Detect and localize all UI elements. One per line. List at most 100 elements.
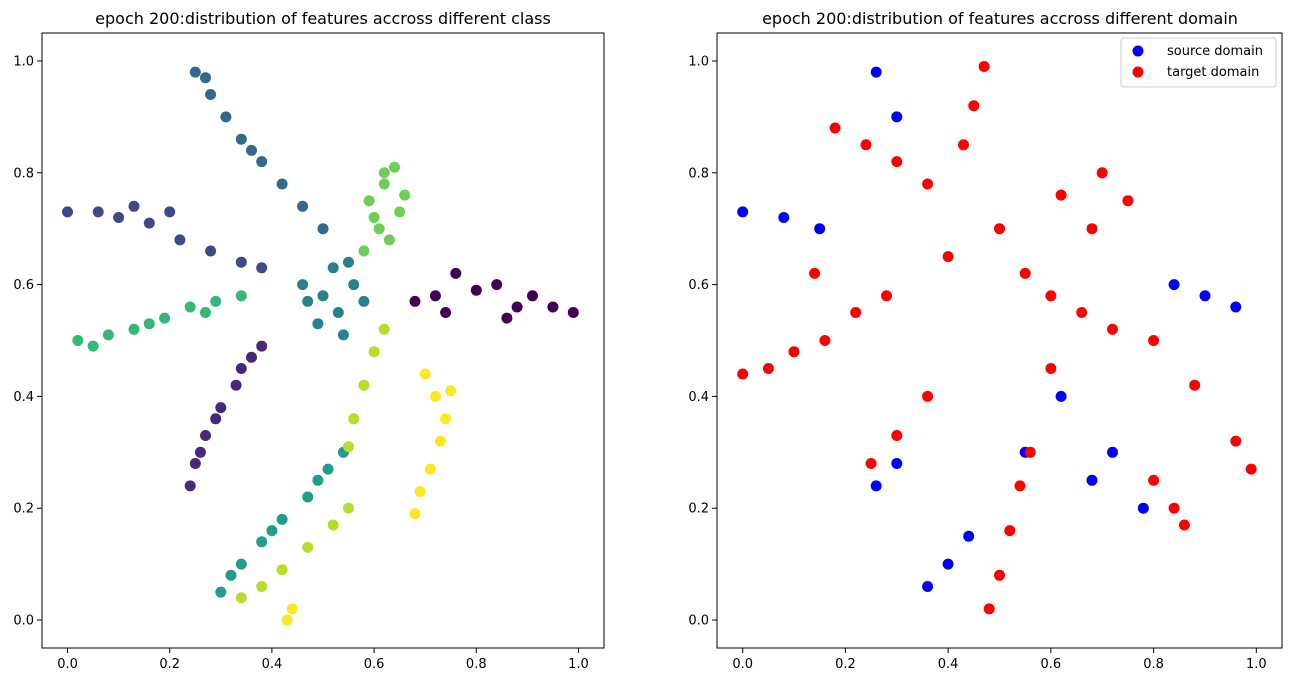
scatter-point-series-6-5 [210, 295, 222, 307]
scatter-point-series-8-3 [343, 441, 354, 453]
scatter-point-series-4-9 [343, 256, 354, 268]
scatter-point-series-0-0 [737, 206, 749, 218]
scatter-point-series-0-4 [567, 307, 579, 318]
scatter-point-series-0-15 [1137, 502, 1149, 514]
y-tick-label: 0.0 [688, 614, 709, 629]
scatter-point-series-2-6 [235, 256, 247, 268]
scatter-point-series-1-15 [1045, 290, 1057, 302]
scatter-point-series-8-1 [358, 379, 370, 391]
scatter-point-series-8-10 [343, 502, 354, 514]
scatter-point-series-0-13 [1086, 474, 1098, 486]
scatter-point-series-0-8 [922, 581, 934, 592]
scatter-point-series-2-7 [256, 262, 268, 274]
scatter-point-series-1-35 [1086, 223, 1098, 235]
scatter-point-series-1-30 [1148, 474, 1160, 486]
scatter-point-series-0-14 [1107, 446, 1118, 458]
scatter-point-series-0-0 [429, 290, 441, 302]
x-tick-label: 0.8 [1143, 657, 1164, 672]
scatter-point-series-6-0 [72, 335, 84, 346]
scatter-point-series-9-4 [424, 463, 436, 475]
scatter-point-series-0-3 [547, 301, 559, 313]
scatter-point-series-9-7 [445, 385, 457, 397]
scatter-point-series-5-8 [266, 525, 278, 537]
scatter-point-series-1-26 [1024, 446, 1036, 458]
scatter-point-series-8-2 [348, 413, 360, 425]
scatter-point-series-1-5 [891, 156, 903, 168]
scatter-point-series-9-8 [286, 603, 298, 615]
legend-box [1120, 37, 1277, 88]
scatter-point-series-8-5 [235, 592, 247, 604]
scatter-point-series-1-8 [762, 363, 774, 374]
scatter-point-series-1-13 [994, 223, 1005, 235]
scatter-point-series-1-22 [983, 603, 995, 615]
scatter-point-series-4-0 [297, 279, 309, 291]
legend-label-target: target domain [1167, 65, 1259, 80]
scatter-point-series-1-5 [184, 480, 196, 492]
scatter-point-series-0-9 [440, 307, 452, 318]
x-tick-label: 1.0 [568, 657, 589, 672]
scatter-point-series-0-7 [409, 295, 421, 307]
scatter-point-series-0-2 [814, 223, 826, 235]
scatter-point-series-0-4 [891, 111, 903, 123]
y-tick-label: 0.4 [688, 390, 709, 405]
scatter-point-series-1-1 [230, 379, 242, 391]
points-layer [62, 66, 579, 626]
scatter-point-series-6-7 [87, 340, 99, 352]
scatter-point-series-6-8 [143, 318, 155, 330]
scatter-point-series-8-0 [368, 346, 380, 358]
scatter-point-series-3-8 [200, 72, 211, 84]
scatter-point-series-6-4 [184, 301, 196, 313]
scatter-point-series-1-0 [978, 61, 990, 72]
scatter-point-series-2-5 [205, 245, 217, 257]
scatter-point-series-0-6 [1199, 290, 1211, 302]
scatter-point-series-1-18 [1148, 335, 1160, 346]
scatter-point-series-0-16 [1055, 390, 1067, 402]
legend: source domain target domain [1120, 37, 1277, 88]
scatter-point-series-2-2 [113, 212, 125, 223]
scatter-point-series-9-9 [281, 614, 293, 626]
scatter-point-series-1-21 [1245, 463, 1257, 475]
scatter-point-series-5-2 [256, 536, 268, 548]
scatter-point-series-7-7 [394, 206, 406, 218]
scatter-point-series-4-1 [317, 290, 329, 302]
scatter-point-series-8-4 [378, 323, 390, 335]
scatter-point-series-0-11 [891, 458, 903, 469]
scatter-point-series-0-10 [501, 312, 513, 324]
x-axis-ticks: 0.0 0.2 0.4 0.6 0.8 1.0 [57, 648, 589, 672]
scatter-point-series-5-9 [312, 474, 324, 486]
scatter-point-series-3-5 [276, 178, 288, 190]
scatter-point-series-5-3 [276, 513, 288, 525]
scatter-point-series-7-9 [378, 167, 390, 179]
axes-frame [716, 32, 1283, 649]
y-tick-label: 0.0 [13, 614, 34, 629]
x-tick-label: 0.0 [57, 657, 78, 672]
scatter-point-series-3-2 [220, 111, 232, 123]
scatter-point-series-8-7 [276, 564, 288, 576]
x-tick-label: 0.6 [364, 657, 385, 672]
scatter-point-series-1-3 [829, 122, 841, 134]
scatter-point-series-1-32 [1178, 519, 1190, 531]
scatter-point-series-4-5 [312, 318, 324, 330]
scatter-point-series-1-23 [994, 569, 1005, 581]
y-axis-ticks: 0.0 0.2 0.4 0.6 0.8 1.0 [13, 54, 42, 629]
scatter-point-series-1-14 [1019, 267, 1031, 279]
scatter-point-series-7-6 [383, 234, 395, 246]
scatter-point-series-7-4 [399, 189, 411, 201]
scatter-point-series-1-34 [1122, 195, 1134, 207]
scatter-point-series-7-5 [373, 223, 385, 235]
x-tick-label: 0.4 [262, 657, 283, 672]
scatter-point-series-1-19 [1189, 379, 1201, 391]
scatter-point-series-4-7 [337, 329, 349, 341]
scatter-point-series-1-2 [215, 402, 227, 414]
scatter-point-series-1-2 [958, 139, 969, 151]
scatter-point-series-1-25 [1014, 480, 1026, 492]
scatter-point-series-8-9 [327, 519, 339, 531]
scatter-point-series-2-3 [143, 217, 155, 229]
y-axis-ticks: 0.0 0.2 0.4 0.6 0.8 1.0 [688, 54, 717, 629]
scatter-point-series-1-11 [850, 307, 862, 318]
y-tick-label: 0.6 [13, 278, 34, 293]
x-tick-label: 0.4 [938, 657, 959, 672]
scatter-point-series-7-0 [358, 245, 370, 257]
scatter-point-series-0-12 [870, 480, 882, 492]
